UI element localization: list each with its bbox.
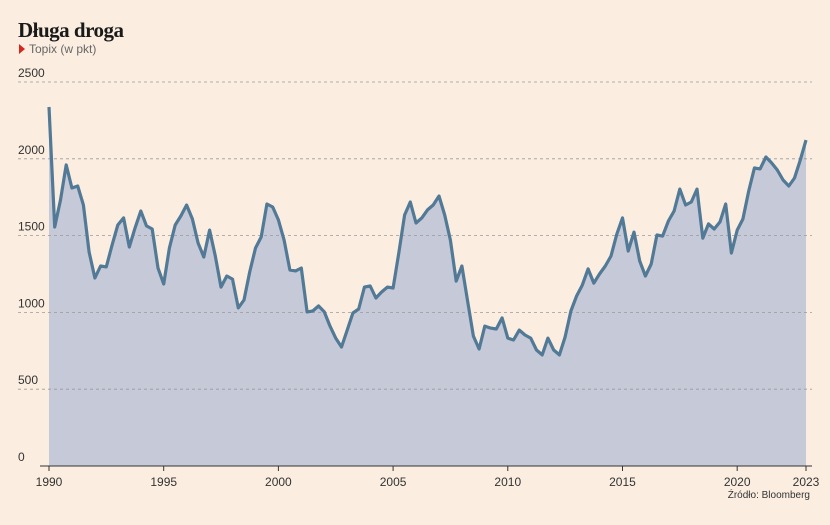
y-tick-label: 500 [18,373,38,387]
y-tick-label: 2000 [18,143,45,157]
subtitle-marker [19,44,25,54]
x-tick-label: 2000 [265,475,292,489]
chart-subtitle: Topix (w pkt) [29,42,96,56]
line [47,106,808,357]
x-tick-label: 2010 [494,475,521,489]
area [49,107,806,466]
x-tick-label: 2005 [380,475,407,489]
x-tick-label: 2023 [793,475,820,489]
x-tick-label: 1990 [36,475,63,489]
chart-title: Długa droga [18,18,125,42]
y-tick-label: 1500 [18,220,45,234]
x-tick-label: 2015 [609,475,636,489]
y-tick-label: 0 [18,450,25,464]
y-tick-label: 2500 [18,66,45,80]
x-tick-label: 1995 [150,475,177,489]
source: Źródło: Bloomberg [728,488,810,501]
x-tick-label: 2020 [724,475,751,489]
y-tick-label: 1000 [18,296,45,310]
